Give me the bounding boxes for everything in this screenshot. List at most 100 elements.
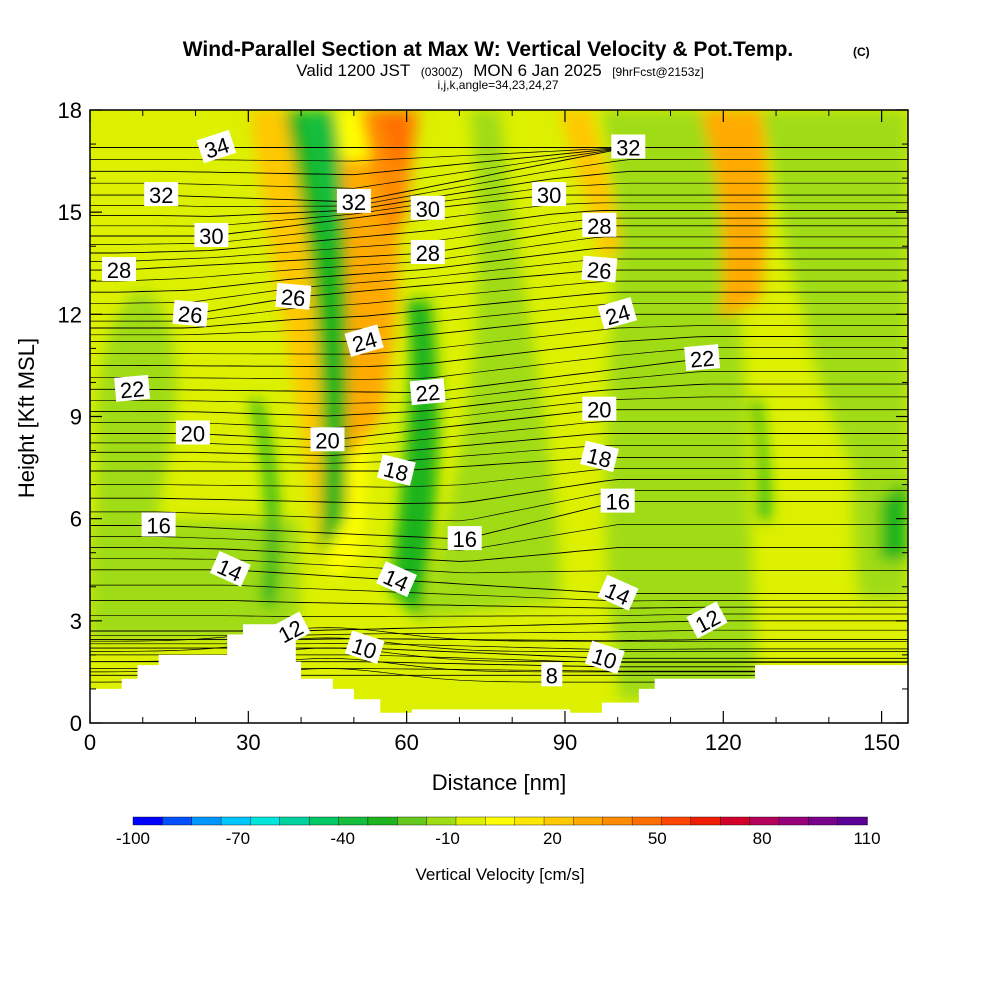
y-tick-label: 3 [70,609,82,634]
contour-label-box [581,255,618,283]
isentrope-line [90,347,908,380]
isentrope-line [90,170,908,217]
colorbar-swatch [455,816,487,826]
colorbar-swatch [808,816,839,826]
contour-label: 32 [611,134,646,161]
colorbar-swatch [426,816,457,826]
contour-label-text: 32 [342,190,366,215]
y-tick-label: 6 [70,507,82,532]
plot-area [90,110,908,723]
velocity-region [750,400,770,520]
contour-label-box [344,324,384,357]
isentrope-line [90,383,908,417]
contour-label: 26 [275,282,312,311]
contour-label-text: 32 [149,183,173,208]
contour-label-box [582,212,617,237]
contour-label-box [686,601,728,639]
contour-label-box [447,526,482,551]
contour-label: 28 [582,212,617,239]
contour-label-text: 28 [416,241,440,266]
subtitle-valid: Valid 1200 JST [296,61,410,80]
contour-label: 20 [582,396,617,423]
isentrope-line [90,325,908,355]
contour-label-box [600,488,635,513]
isentrope-line [90,490,908,522]
contour-label-box [409,378,446,406]
isentrope-line [90,643,908,650]
isentrope-line [90,358,908,394]
isentrope-line [90,258,908,304]
isentrope-line [90,445,908,464]
isentrope-line [90,456,908,472]
colorbar-swatch [250,816,281,826]
contour-label: 16 [141,512,176,539]
x-tick-label: 60 [394,730,418,755]
contour-label-text: 28 [587,214,611,239]
colorbar-swatch [690,816,721,826]
contour-label-text: 8 [546,663,558,688]
contour-label-text: 22 [119,376,146,403]
contour-label-text: 20 [181,422,205,447]
isentrope-line [90,409,908,441]
colorbar-swatch [514,816,545,826]
contour-label-text: 28 [107,258,131,283]
colorbar-swatch [397,816,428,826]
colorbar-tick-label: -70 [226,829,251,848]
colorbar-swatch [338,816,369,826]
colorbar-swatch [778,816,809,826]
velocity-region [420,110,560,620]
isentrope-line [90,584,908,602]
contour-label-text: 16 [452,527,476,552]
isentrope-line [90,421,908,449]
isentrope-line [90,524,908,551]
x-tick-label: 30 [236,730,260,755]
contour-label-text: 16 [605,490,629,515]
contour-label-box [114,374,151,402]
contour-label-text: 18 [381,456,411,486]
isentrope-line [90,371,908,405]
contour-label-text: 22 [689,346,716,373]
isentrope-line [90,336,908,368]
contour-label-box [102,257,136,282]
isentrope-line [90,627,908,642]
colorbar-swatch [191,816,222,826]
isentrope-line [90,599,908,609]
colorbar-swatch [162,816,193,826]
colorbar-tick-label: -10 [435,829,460,848]
copyright-mark: (C) [853,45,870,59]
contour-label: 30 [410,195,445,222]
contour-label-box [532,182,567,207]
terrain-mask [90,624,908,723]
colorbar-swatch [485,816,516,826]
contour-label: 28 [410,240,445,266]
contour-label: 32 [144,182,179,208]
isentrope-line [90,291,908,329]
contour-label-box [144,182,179,207]
contour-label-text: 32 [616,136,640,161]
isentrope-line [90,620,908,632]
y-tick-label: 9 [70,405,82,430]
velocity-region [700,110,768,320]
x-axis-label: Distance [nm] [432,770,567,795]
isentrope-line [90,210,908,254]
isentrope-line [90,236,908,282]
colorbar-tick-label: -100 [116,829,150,848]
isentrope-line [90,547,908,562]
isentrope-line [90,247,908,293]
velocity-region [375,110,410,170]
x-tick-label: 120 [705,730,742,755]
y-tick-label: 15 [58,200,82,225]
colorbar: -100 -70 -40 -10 20 50 80 110 [116,816,881,848]
isentrope-line [90,637,908,652]
colorbar-tick-label: 20 [543,829,562,848]
isentrope-line [90,468,908,488]
colorbar-tick-label: -40 [330,829,355,848]
y-tick-label: 0 [70,711,82,736]
contour-label: 8 [541,662,563,688]
contour-label: 16 [447,526,482,552]
contour-label-box [684,344,721,372]
velocity-region [96,291,177,560]
colorbar-label: Vertical Velocity [cm/s] [415,865,584,884]
contour-label-box [141,512,176,537]
